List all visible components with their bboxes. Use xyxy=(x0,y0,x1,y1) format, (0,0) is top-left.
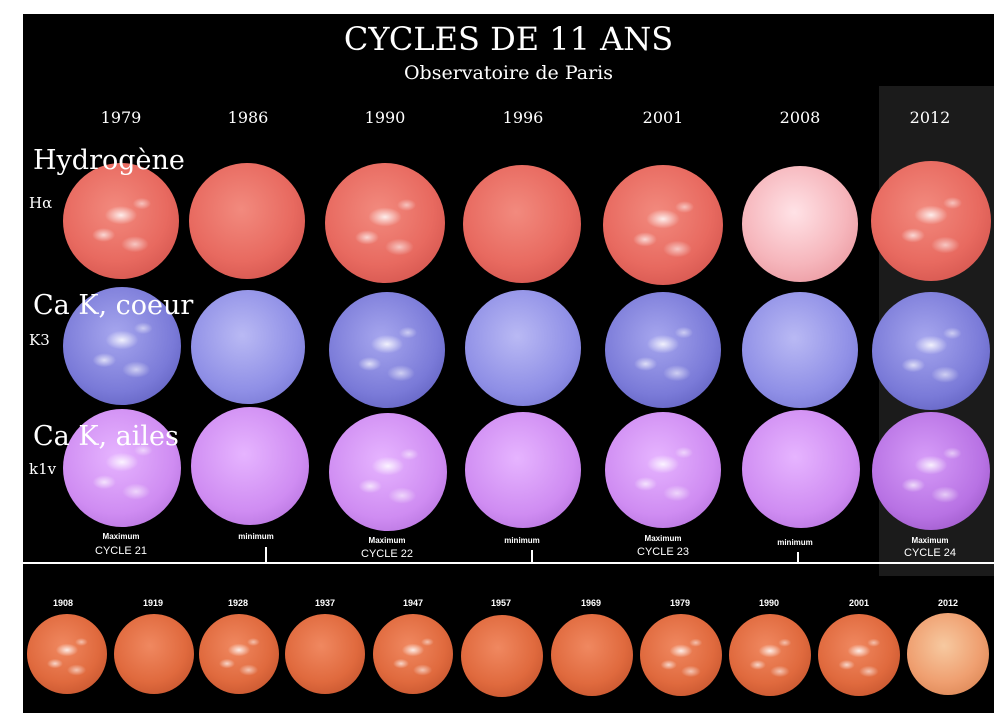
historical-year: 1957 xyxy=(490,598,512,608)
sun-k1v-1986 xyxy=(191,407,309,525)
sun-halpha-2008 xyxy=(742,166,858,282)
sun-historical-1937 xyxy=(285,614,365,694)
sun-halpha-2012 xyxy=(871,161,991,281)
sun-historical-1979 xyxy=(640,614,722,696)
sun-historical-2012 xyxy=(907,613,989,695)
historical-year: 1928 xyxy=(227,598,249,608)
sun-halpha-2001 xyxy=(603,165,723,285)
sun-halpha-1996 xyxy=(463,165,581,283)
sun-k3-1996 xyxy=(465,290,581,406)
timeline-segment xyxy=(23,562,265,564)
sun-k3-2008 xyxy=(742,292,858,408)
year-label: 1979 xyxy=(100,108,142,127)
timeline-segment xyxy=(797,562,994,564)
timeline-tick xyxy=(531,550,533,564)
year-label: 2008 xyxy=(779,108,821,127)
cycle-minimum-label: minimum xyxy=(777,538,813,547)
year-label: 2001 xyxy=(642,108,684,127)
sun-historical-1928 xyxy=(199,614,279,694)
sun-k3-1986 xyxy=(191,290,305,404)
sun-k3-2012 xyxy=(872,292,990,410)
sun-k1v-1979 xyxy=(63,409,181,527)
timeline-segment xyxy=(265,562,531,564)
year-label: 1986 xyxy=(227,108,269,127)
row-label-hydrogen: Hydrogène xyxy=(33,145,185,176)
row-sublabel-k3: K3 xyxy=(29,331,50,349)
subtitle: Observatoire de Paris xyxy=(403,62,613,84)
historical-year: 1919 xyxy=(142,598,164,608)
sun-k3-2001 xyxy=(605,292,721,408)
timeline-tick xyxy=(797,552,799,564)
cycle-21-label: CYCLE 21 xyxy=(95,545,147,557)
sun-halpha-1986 xyxy=(189,163,305,279)
historical-year: 1990 xyxy=(758,598,780,608)
sun-halpha-1990 xyxy=(325,163,445,283)
main-title: CYCLES DE 11 ANS xyxy=(343,20,674,58)
cycle-22-label: CYCLE 22 xyxy=(361,548,413,560)
cycle-minimum-label: minimum xyxy=(238,532,274,541)
sun-historical-1969 xyxy=(551,614,633,696)
row-label-cak-core: Ca K, coeur xyxy=(33,290,194,321)
sun-k3-1979 xyxy=(63,287,181,405)
historical-year: 1969 xyxy=(580,598,602,608)
historical-year: 2001 xyxy=(848,598,870,608)
sun-historical-1957 xyxy=(461,615,543,697)
image-frame: CYCLES DE 11 ANS Observatoire de Paris 1… xyxy=(23,14,994,713)
cycle-maximum-label: Maximum xyxy=(644,534,682,543)
year-label: 1996 xyxy=(502,108,544,127)
historical-year: 1937 xyxy=(314,598,336,608)
row-label-cak-wings: Ca K, ailes xyxy=(33,421,179,452)
cycle-maximum-label: Maximum xyxy=(102,532,140,541)
year-label: 1990 xyxy=(364,108,406,127)
timeline-segment xyxy=(531,562,797,564)
sun-k1v-2001 xyxy=(605,412,721,528)
sun-k1v-1996 xyxy=(465,412,581,528)
historical-year: 1908 xyxy=(52,598,74,608)
sun-historical-1947 xyxy=(373,614,453,694)
sun-historical-1919 xyxy=(114,614,194,694)
sun-k3-1990 xyxy=(329,292,445,408)
cycle-maximum-label: Maximum xyxy=(368,536,406,545)
historical-year: 1947 xyxy=(402,598,424,608)
year-label: 2012 xyxy=(909,108,951,127)
sun-k1v-2008 xyxy=(742,410,860,528)
sun-halpha-1979 xyxy=(63,163,179,279)
sun-historical-1990 xyxy=(729,614,811,696)
sun-k1v-1990 xyxy=(329,413,447,531)
row-sublabel-k1v: k1v xyxy=(29,460,57,478)
sun-k1v-2012 xyxy=(872,412,990,530)
historical-year: 2012 xyxy=(937,598,959,608)
row-sublabel-halpha: Hα xyxy=(29,194,53,212)
cycle-maximum-label: Maximum xyxy=(911,536,949,545)
cycle-minimum-label: minimum xyxy=(504,536,540,545)
historical-year: 1979 xyxy=(669,598,691,608)
sun-historical-2001 xyxy=(818,614,900,696)
timeline-tick xyxy=(265,547,267,563)
cycle-24-label: CYCLE 24 xyxy=(904,547,956,559)
cycle-23-label: CYCLE 23 xyxy=(637,546,689,558)
sun-historical-1908 xyxy=(27,614,107,694)
